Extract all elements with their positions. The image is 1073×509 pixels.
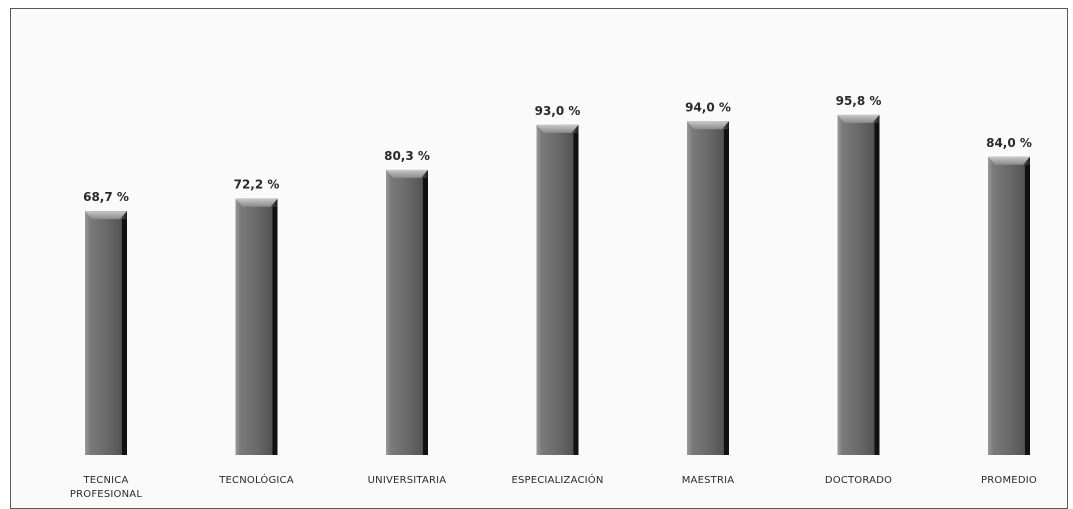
bar: [85, 211, 127, 455]
category-label: UNIVERSITARIA: [368, 475, 447, 486]
bar: [988, 156, 1030, 456]
data-label: 68,7 %: [83, 190, 129, 204]
data-label: 93,0 %: [535, 104, 581, 118]
category-label: DOCTORADO: [825, 475, 892, 486]
bar-shadow-edge: [272, 206, 278, 455]
bar: [687, 121, 729, 456]
bar: [837, 114, 880, 455]
bar-shadow-edge: [122, 219, 127, 455]
data-label: 95,8 %: [836, 94, 882, 108]
category-label: PROMEDIO: [981, 475, 1037, 486]
category-label: MAESTRIA: [682, 475, 735, 486]
bar: [536, 124, 579, 455]
bar: [235, 198, 278, 455]
bar-cap: [235, 198, 278, 207]
data-label: 72,2 %: [234, 178, 280, 192]
bar-cap: [837, 114, 880, 123]
bar-cap: [536, 124, 579, 133]
category-label: PROFESIONAL: [70, 489, 142, 500]
category-label: TECNICA: [82, 475, 128, 486]
bar-cap: [85, 211, 127, 220]
bar-shadow-edge: [1025, 164, 1030, 456]
bar-shadow-edge: [874, 122, 880, 455]
bar-cap: [988, 156, 1030, 165]
bar-cap: [687, 121, 729, 130]
category-label: TECNOLÓGICA: [218, 473, 294, 486]
data-label: 84,0 %: [986, 136, 1032, 150]
bar-shadow-edge: [423, 177, 428, 455]
category-labels-group: TECNICA PROFESIONAL TECNOLÓGICA UNIVERSITAR…: [70, 473, 1037, 500]
bar-shadow-edge: [724, 129, 729, 456]
bars-group: [85, 114, 1030, 456]
bar: [386, 169, 428, 455]
category-label: ESPECIALIZACIÓN: [511, 473, 603, 486]
data-label: 94,0 %: [685, 100, 731, 114]
data-label: 80,3 %: [384, 149, 430, 163]
bar-cap: [386, 169, 428, 178]
data-labels-group: 68,7 % 72,2 % 80,3 % 93,0 % 94,0 % 95,8 % 84,0…: [83, 94, 1032, 204]
bar-shadow-edge: [573, 132, 579, 455]
